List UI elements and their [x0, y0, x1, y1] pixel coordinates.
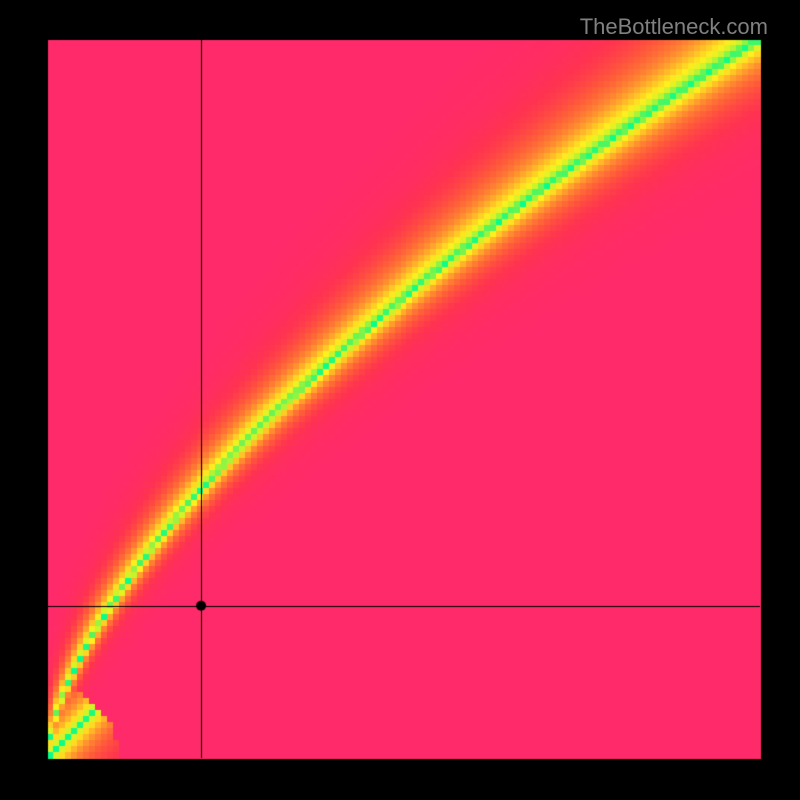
bottleneck-heatmap-canvas — [0, 0, 800, 800]
watermark-text: TheBottleneck.com — [580, 14, 768, 40]
chart-container: TheBottleneck.com — [0, 0, 800, 800]
